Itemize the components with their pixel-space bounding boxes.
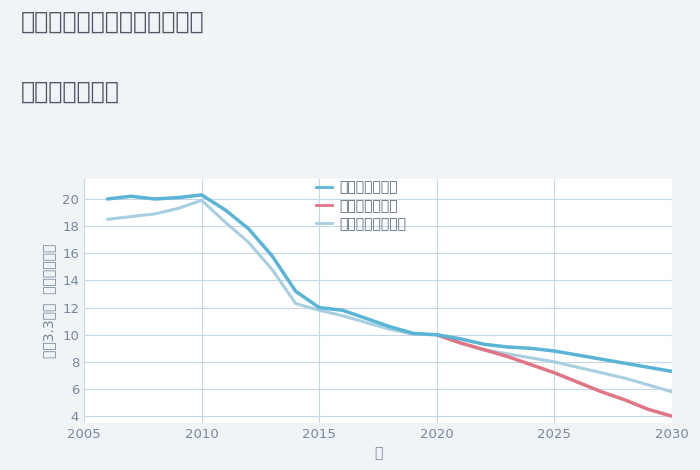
グッドシナリオ	[503, 344, 512, 350]
グッドシナリオ	[550, 348, 559, 354]
グッドシナリオ	[668, 368, 676, 374]
グッドシナリオ	[339, 307, 347, 313]
バッドシナリオ	[574, 379, 582, 385]
ノーマルシナリオ	[339, 313, 347, 319]
グッドシナリオ	[150, 196, 159, 202]
バッドシナリオ	[644, 407, 652, 412]
バッドシナリオ	[456, 340, 465, 346]
ノーマルシナリオ	[503, 351, 512, 357]
ノーマルシナリオ	[433, 332, 441, 337]
バッドシナリオ	[597, 389, 606, 395]
グッドシナリオ	[127, 194, 135, 199]
グッドシナリオ	[526, 345, 535, 351]
ノーマルシナリオ	[550, 359, 559, 365]
バッドシナリオ	[621, 397, 629, 403]
Legend: グッドシナリオ, バッドシナリオ, ノーマルシナリオ: グッドシナリオ, バッドシナリオ, ノーマルシナリオ	[316, 180, 406, 231]
Y-axis label: 坪（3.3㎡）  単価（万円）: 坪（3.3㎡） 単価（万円）	[43, 243, 57, 358]
グッドシナリオ	[456, 336, 465, 342]
ノーマルシナリオ	[127, 214, 135, 219]
グッドシナリオ	[597, 356, 606, 362]
グッドシナリオ	[197, 192, 206, 198]
ノーマルシナリオ	[668, 389, 676, 395]
ノーマルシナリオ	[104, 217, 112, 222]
グッドシナリオ	[621, 360, 629, 366]
バッドシナリオ	[433, 332, 441, 337]
グッドシナリオ	[644, 365, 652, 370]
グッドシナリオ	[362, 316, 370, 321]
ノーマルシナリオ	[221, 219, 230, 225]
ノーマルシナリオ	[291, 301, 300, 306]
バッドシナリオ	[526, 362, 535, 368]
バッドシナリオ	[503, 353, 512, 359]
ノーマルシナリオ	[315, 307, 323, 313]
グッドシナリオ	[315, 305, 323, 310]
ノーマルシナリオ	[268, 267, 277, 273]
ノーマルシナリオ	[244, 240, 253, 245]
グッドシナリオ	[174, 195, 182, 200]
グッドシナリオ	[268, 253, 277, 259]
Text: 三重県伊賀市上野三之西町の: 三重県伊賀市上野三之西町の	[21, 9, 204, 33]
グッドシナリオ	[244, 226, 253, 232]
Line: ノーマルシナリオ: ノーマルシナリオ	[108, 200, 672, 392]
ノーマルシナリオ	[644, 382, 652, 388]
ノーマルシナリオ	[621, 376, 629, 381]
ノーマルシナリオ	[362, 320, 370, 325]
バッドシナリオ	[480, 347, 488, 352]
ノーマルシナリオ	[456, 340, 465, 346]
ノーマルシナリオ	[174, 206, 182, 212]
ノーマルシナリオ	[597, 370, 606, 376]
バッドシナリオ	[668, 414, 676, 419]
グッドシナリオ	[409, 330, 417, 336]
グッドシナリオ	[386, 324, 394, 329]
Line: グッドシナリオ: グッドシナリオ	[108, 195, 672, 371]
グッドシナリオ	[291, 289, 300, 294]
ノーマルシナリオ	[409, 331, 417, 337]
ノーマルシナリオ	[197, 197, 206, 203]
グッドシナリオ	[574, 352, 582, 358]
ノーマルシナリオ	[386, 327, 394, 332]
ノーマルシナリオ	[526, 355, 535, 360]
グッドシナリオ	[433, 332, 441, 337]
バッドシナリオ	[550, 370, 559, 376]
ノーマルシナリオ	[480, 347, 488, 352]
Text: 土地の価格推移: 土地の価格推移	[21, 80, 120, 104]
グッドシナリオ	[104, 196, 112, 202]
X-axis label: 年: 年	[374, 446, 382, 461]
グッドシナリオ	[221, 207, 230, 212]
Line: バッドシナリオ: バッドシナリオ	[437, 335, 672, 416]
ノーマルシナリオ	[150, 211, 159, 217]
グッドシナリオ	[480, 341, 488, 347]
ノーマルシナリオ	[574, 365, 582, 370]
